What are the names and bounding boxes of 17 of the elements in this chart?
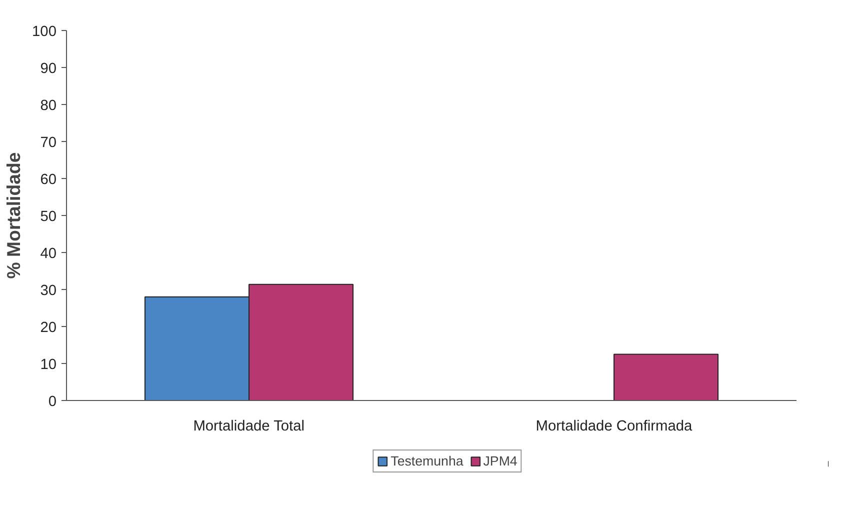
y-tick-label: 20: [40, 320, 57, 336]
y-tick-label: 0: [48, 394, 57, 410]
y-tick-label: 40: [40, 246, 57, 262]
x-tick-label: Mortalidade Confirmada: [536, 418, 694, 434]
y-tick-label: 30: [40, 283, 57, 299]
y-tick-label: 70: [40, 135, 57, 151]
y-tick-label: 80: [40, 98, 57, 114]
x-tick-label: Mortalidade Total: [193, 418, 305, 434]
y-axis-title: % Mortalidade: [3, 152, 24, 279]
bar: [614, 354, 719, 400]
y-tick-label: 50: [40, 209, 57, 225]
y-tick-label: 10: [40, 357, 57, 373]
y-tick-label: 90: [40, 61, 57, 77]
y-tick-label: 60: [40, 172, 57, 188]
legend-label: JPM4: [483, 454, 518, 468]
legend-label: Testemunha: [390, 454, 464, 468]
y-tick-label: 100: [32, 24, 57, 40]
